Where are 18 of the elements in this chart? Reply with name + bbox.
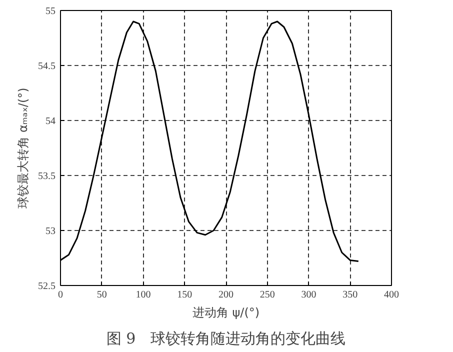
- x-tick-label: 400: [384, 290, 399, 300]
- caption: 图 9 球铰转角随进动角的变化曲线: [106, 330, 346, 348]
- y-tick-label: 53.5: [38, 171, 56, 182]
- x-tick-label: 150: [177, 290, 192, 300]
- x-tick-label: 300: [301, 290, 316, 300]
- y-tick-label: 52.5: [38, 281, 56, 292]
- x-tick-label: 100: [136, 290, 151, 300]
- y-tick-label: 54.5: [38, 61, 56, 72]
- y-tick-label: 55: [46, 6, 56, 17]
- x-tick-label: 250: [260, 290, 275, 300]
- y-axis-title: 球铰最大转角 αₘₐₓ/(°): [16, 88, 30, 208]
- y-tick-label: 54: [46, 116, 56, 127]
- x-tick-label: 200: [218, 290, 234, 300]
- x-tick-label: 50: [96, 290, 107, 300]
- y-tick-label: 53: [46, 226, 56, 237]
- x-tick-label: 350: [342, 290, 358, 300]
- x-axis-title: 进动角 ψ/(°): [192, 306, 260, 320]
- x-tick-label: 0: [58, 290, 63, 300]
